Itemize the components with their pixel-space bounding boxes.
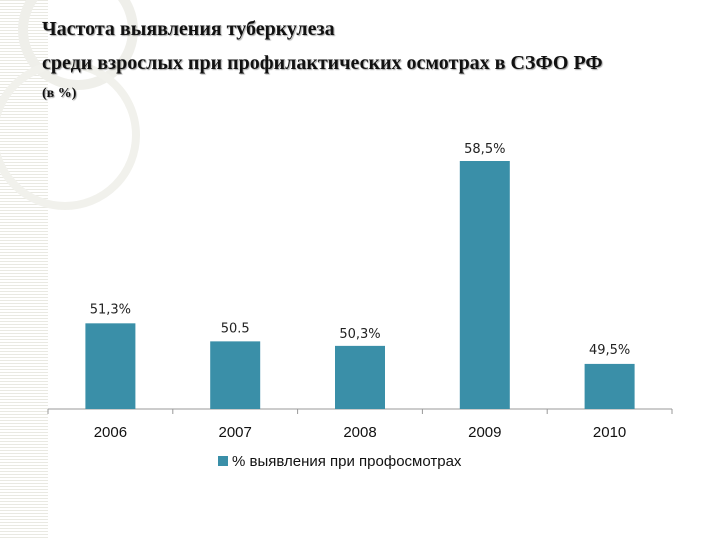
chart-title-line-2: среди взрослых при профилактических осмо… (42, 52, 603, 74)
data-label-2008: 50,3% (339, 327, 380, 342)
x-tick-label-2010: 2010 (593, 424, 626, 441)
chart-title-unit: (в %) (42, 86, 77, 101)
x-tick-label-2009: 2009 (468, 424, 501, 441)
chart-title-line-1: Частота выявления туберкулеза (42, 18, 335, 40)
x-tick-label-2006: 2006 (94, 424, 127, 441)
bar-2008 (335, 345, 385, 409)
chart-title: Частота выявления туберкулеза среди взро… (42, 12, 682, 108)
data-label-2007: 50.5 (221, 321, 250, 336)
bar-2007 (210, 341, 261, 409)
data-label-2006: 51,3% (90, 302, 131, 317)
decorative-ring (0, 60, 140, 210)
data-label-2010: 49,5% (589, 343, 630, 358)
x-tick-label-2008: 2008 (343, 424, 376, 441)
legend-label: % выявления при профосмотрах (232, 453, 462, 470)
data-label-2009: 58,5% (464, 142, 505, 157)
bar-2009 (459, 161, 510, 409)
x-tick-label-2007: 2007 (219, 424, 252, 441)
bar-2010 (584, 363, 635, 409)
bar-2006 (85, 323, 136, 409)
legend-swatch (218, 456, 228, 466)
